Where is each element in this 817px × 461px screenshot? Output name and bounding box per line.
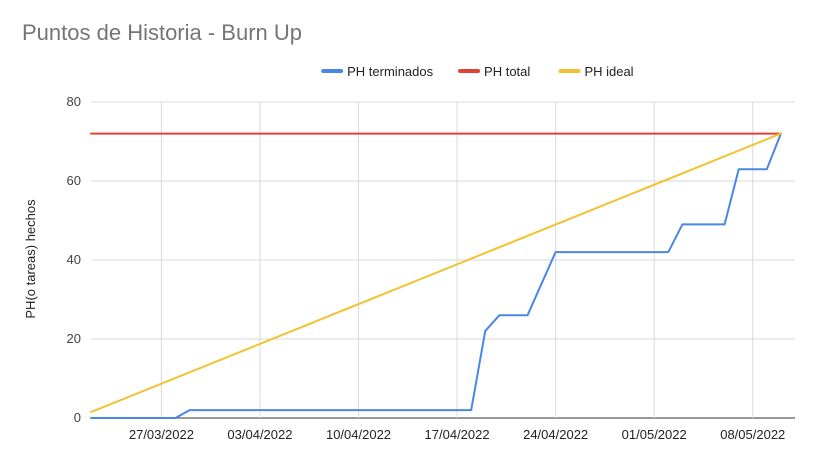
chart-title: Puntos de Historia - Burn Up: [22, 20, 303, 45]
legend-label-ph-ideal: PH ideal: [584, 64, 633, 79]
x-tick-label: 08/05/2022: [720, 427, 785, 442]
series-line-ph-terminados: [90, 132, 782, 419]
y-axis-label: PH(o tareas) hechos: [23, 199, 38, 319]
grid: [91, 101, 795, 419]
x-tick-label: 01/05/2022: [622, 427, 687, 442]
y-tick-label: 80: [67, 94, 81, 109]
y-tick-label: 40: [67, 252, 81, 267]
y-ticks: 0 20 40 60 80: [67, 94, 81, 425]
x-tick-label: 03/04/2022: [227, 427, 292, 442]
y-tick-label: 20: [67, 331, 81, 346]
legend-label-ph-terminados: PH terminados: [347, 64, 433, 79]
x-tick-label: 10/04/2022: [326, 427, 391, 442]
legend: PH terminados PH total PH ideal: [321, 64, 634, 79]
series-lines: [90, 132, 782, 419]
y-tick-label: 60: [67, 173, 81, 188]
x-tick-label: 27/03/2022: [129, 427, 194, 442]
legend-label-ph-total: PH total: [484, 64, 530, 79]
y-tick-label: 0: [74, 410, 81, 425]
series-line-ph-ideal: [90, 132, 782, 414]
x-tick-label: 24/04/2022: [523, 427, 588, 442]
x-tick-label: 17/04/2022: [425, 427, 490, 442]
x-ticks: 27/03/2022 03/04/2022 10/04/2022 17/04/2022…: [129, 427, 785, 442]
